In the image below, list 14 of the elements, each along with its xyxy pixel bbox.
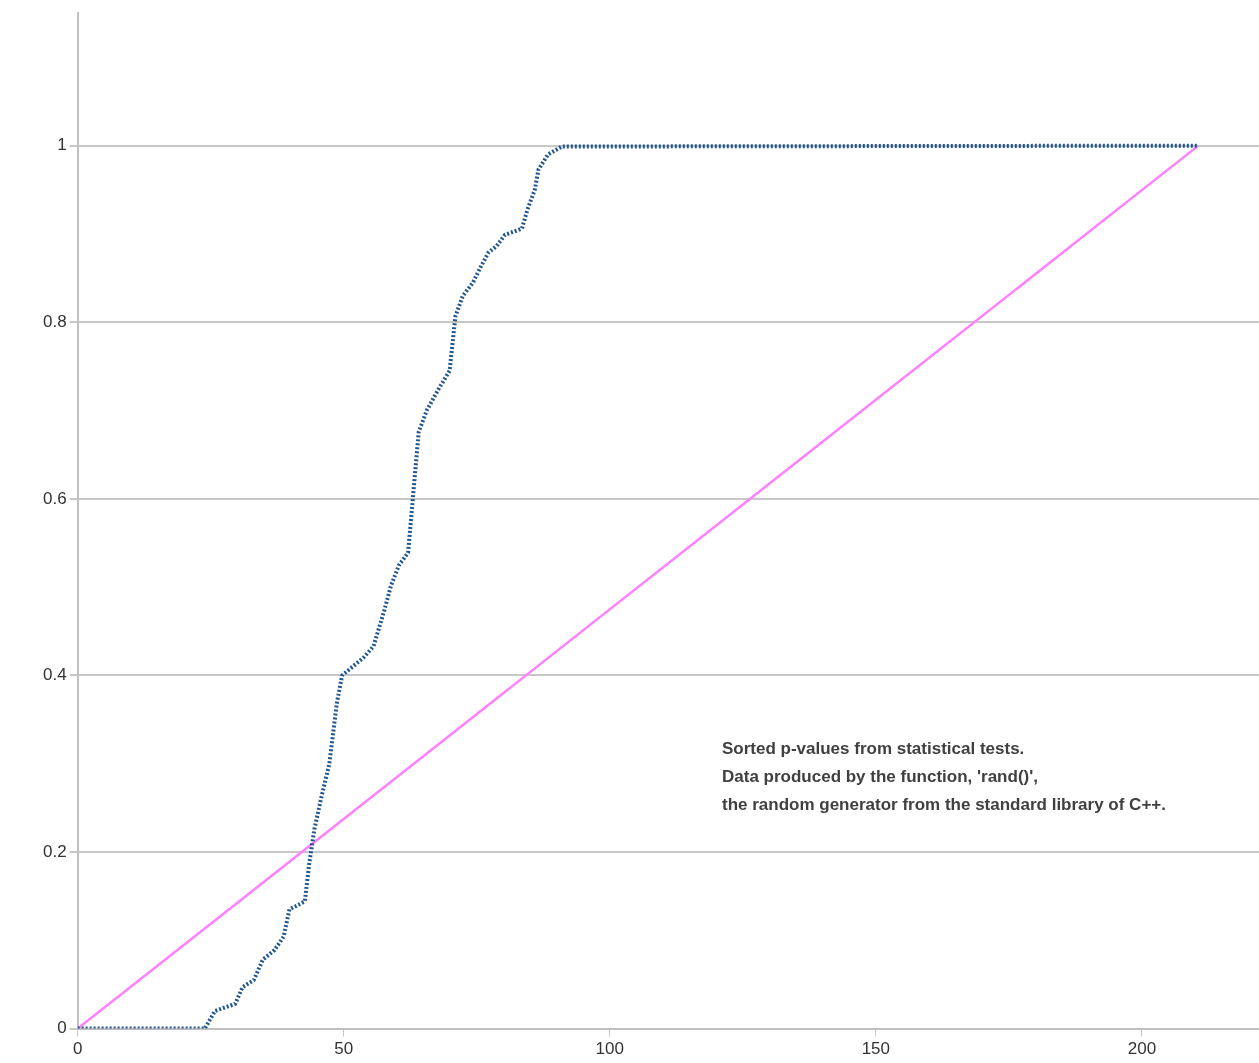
annotation: Data produced by the function, 'rand()',	[722, 766, 1038, 786]
y-tick-label: 0.6	[42, 488, 67, 508]
x-tick-label: 200	[1127, 1039, 1157, 1059]
y-tick-label: 0	[57, 1018, 67, 1038]
y-tick-label: 1	[57, 135, 67, 155]
x-tick-label: 50	[334, 1039, 354, 1059]
x-tick-label: 0	[72, 1039, 83, 1059]
y-tick-label: 0.2	[42, 841, 67, 861]
annotation: the random generator from the standard library of C++.	[722, 794, 1166, 814]
y-tick-label: 0.8	[42, 311, 67, 331]
y-tick-label: 0.4	[42, 665, 67, 685]
x-tick-label: 150	[861, 1039, 891, 1059]
x-tick-label: 100	[595, 1039, 624, 1059]
annotation: Sorted p-values from statistical tests.	[722, 738, 1025, 758]
